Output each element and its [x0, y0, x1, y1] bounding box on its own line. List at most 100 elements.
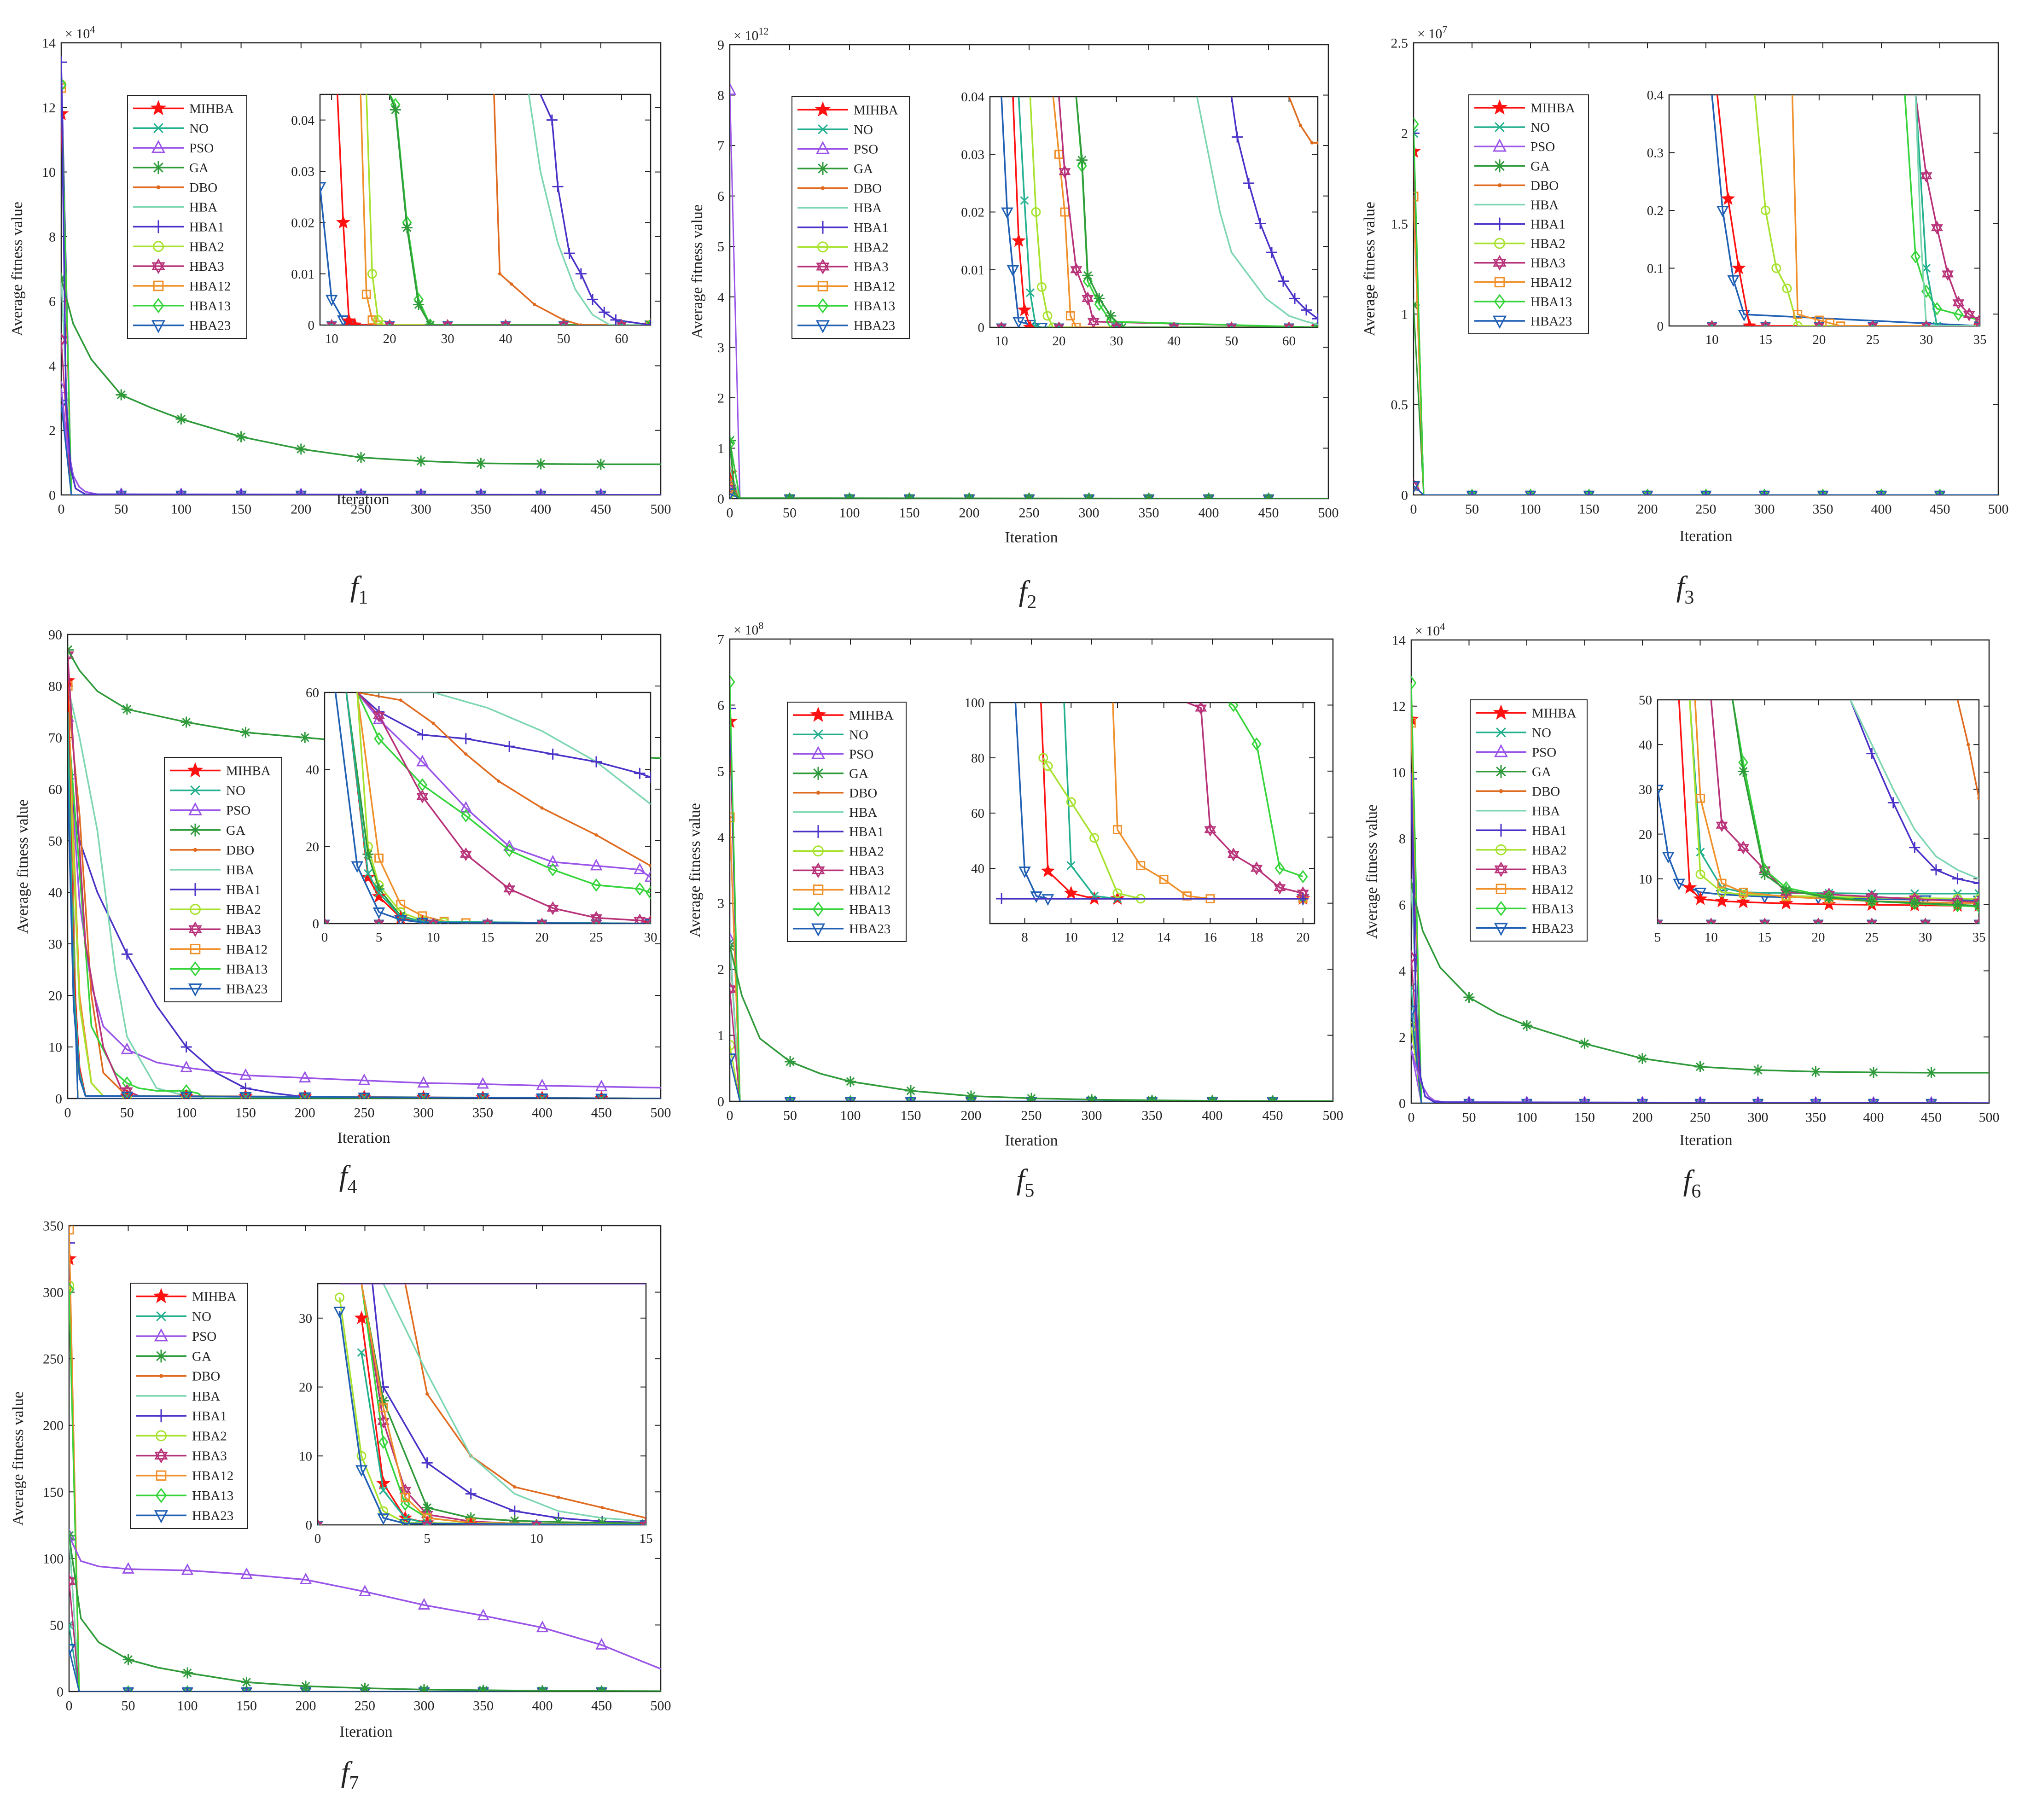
series-ga-marker — [537, 1685, 548, 1692]
main-x-tick-label: 100 — [177, 1698, 198, 1714]
legend-label-hba3: HBA3 — [189, 259, 224, 274]
legend-marker-hba2 — [817, 241, 828, 253]
series-ga-marker — [299, 732, 311, 743]
inset-x-tick-label: 35 — [1973, 930, 1986, 945]
inset-zoom: 0 5 10 15 0 10 20 30 — [299, 1283, 653, 1546]
inset-plot-area — [996, 97, 1318, 327]
main-plot-area — [730, 675, 1333, 1101]
inset-series-hba1-marker — [1232, 131, 1243, 143]
main-x-tick-label: 400 — [532, 1698, 553, 1714]
legend-label-ga: GA — [192, 1349, 211, 1364]
main-x-tick-label: 200 — [1637, 502, 1658, 517]
series-hba23-marker — [1525, 490, 1536, 495]
legend-label-no: NO — [1532, 726, 1551, 740]
inset-x-tick-label: 15 — [1758, 930, 1771, 945]
series-ga-marker — [1263, 493, 1274, 499]
series-no-start-marker — [69, 1620, 74, 1630]
legend-box — [130, 1283, 248, 1529]
inset-series-hba2-marker — [1760, 205, 1770, 215]
main-y-tick-label: 12 — [1392, 699, 1406, 714]
main-y-tick-label: 4 — [49, 359, 56, 374]
series-pso-marker — [536, 1078, 548, 1090]
series-pso-start-marker — [730, 82, 737, 95]
inset-series-hba13-marker — [466, 1516, 476, 1525]
inset-y-tick-label: 0.01 — [291, 267, 314, 282]
series-hba1-marker — [180, 1041, 192, 1052]
legend-label-dbo: DBO — [189, 180, 217, 195]
series-no-drop — [1411, 987, 1989, 1103]
inset-series-hba23-marker — [1738, 310, 1751, 322]
inset-x-tick-label: 25 — [1865, 930, 1879, 945]
series-hba13-marker — [301, 1685, 311, 1692]
inset-series-mihba-marker — [1742, 318, 1757, 326]
inset-y-tick-label: 40 — [971, 861, 984, 876]
legend-marker-hba2 — [1494, 238, 1505, 249]
inset-series-no-line — [1914, 95, 1980, 326]
series-hba1-marker — [1637, 1097, 1648, 1103]
legend-marker-hba12 — [1495, 884, 1507, 895]
main-y-tick-label: 14 — [42, 36, 56, 51]
inset-series-hba2-marker — [356, 1451, 367, 1461]
inset-series-hba12-marker — [1836, 321, 1845, 326]
series-hba23-start-marker — [1414, 481, 1420, 494]
x-axis-label: Iteration — [1005, 1132, 1058, 1149]
main-x-tick-label: 200 — [961, 1108, 982, 1123]
inset-baseline-marker — [1759, 917, 1770, 924]
series-ga-line — [69, 1535, 661, 1692]
series-hba13-marker — [1642, 488, 1653, 495]
legend-marker-mihba — [810, 706, 826, 722]
inset-baseline-marker — [428, 918, 439, 924]
legend-marker-hba2 — [156, 1430, 167, 1442]
legend-marker-hba12 — [813, 884, 824, 895]
main-x-tick-label: 250 — [1696, 502, 1717, 517]
legend-label-ga: GA — [849, 767, 868, 781]
inset-baseline-marker — [1226, 321, 1237, 327]
series-hba13-start-marker — [69, 1282, 75, 1297]
inset-series-hba1-marker — [1297, 893, 1309, 904]
series-hba23-marker — [417, 1093, 430, 1099]
series-pso-marker — [298, 1070, 311, 1083]
inset-baseline-marker — [591, 919, 602, 924]
inset-series-hba23-line — [334, 692, 651, 924]
main-x-tick-label: 100 — [840, 1108, 861, 1123]
legend-marker-hba13 — [817, 298, 829, 314]
legend-marker-hba13 — [1495, 901, 1507, 916]
main-x-tick-label: 100 — [839, 506, 860, 521]
inset-series-ga-marker — [1909, 897, 1920, 909]
inset-series-hba13-marker — [378, 1435, 389, 1449]
inset-series-dbo-marker — [497, 779, 500, 783]
legend-label-hba2: HBA2 — [854, 240, 889, 255]
inset-series-hba23-marker — [1012, 317, 1025, 327]
inset-series-ga-marker — [373, 883, 384, 895]
main-x-tick-label: 50 — [122, 1698, 135, 1714]
inset-x-tick-label: 25 — [1866, 332, 1880, 347]
chart-f3: 0 50 100 150 200 250 300 350 400 450 50000.511.522… — [1361, 23, 2009, 608]
main-y-tick-label: 350 — [43, 1219, 64, 1234]
inset-series-hba13-line — [356, 692, 651, 894]
inset-series-hba23-marker — [1727, 275, 1740, 287]
inset-series-hba12-marker — [361, 290, 371, 299]
series-hba23-drop — [1411, 1010, 1989, 1103]
inset-baseline-marker — [1814, 320, 1825, 326]
legend-marker-hba2 — [1495, 844, 1507, 855]
panel-caption: f4 — [339, 1159, 357, 1198]
legend-label-hba23: HBA23 — [1532, 921, 1573, 936]
legend-marker-ga — [155, 1349, 168, 1363]
main-y-tick-label: 250 — [43, 1352, 64, 1367]
inset-series-mihba-marker — [1017, 302, 1032, 316]
legend-box — [127, 95, 247, 339]
inset-series-mihba-marker — [1721, 191, 1735, 205]
series-hba23-drop — [1414, 485, 1998, 495]
main-x-tick-label: 50 — [783, 1108, 797, 1123]
legend-label-hba1: HBA1 — [849, 825, 884, 839]
inset-series-pso-marker — [590, 859, 603, 871]
series-ga-marker — [1024, 493, 1035, 499]
inset-series-hba1-marker — [587, 294, 599, 305]
series-hba1-marker — [1868, 1097, 1879, 1103]
inset-series-no-marker — [1031, 323, 1041, 327]
inset-baseline-marker — [318, 1519, 323, 1525]
series-ga-marker — [1463, 992, 1475, 1003]
series-hba13-marker — [966, 1095, 976, 1101]
series-hba23-drop — [69, 1649, 661, 1692]
main-x-tick-label: 200 — [291, 502, 311, 517]
